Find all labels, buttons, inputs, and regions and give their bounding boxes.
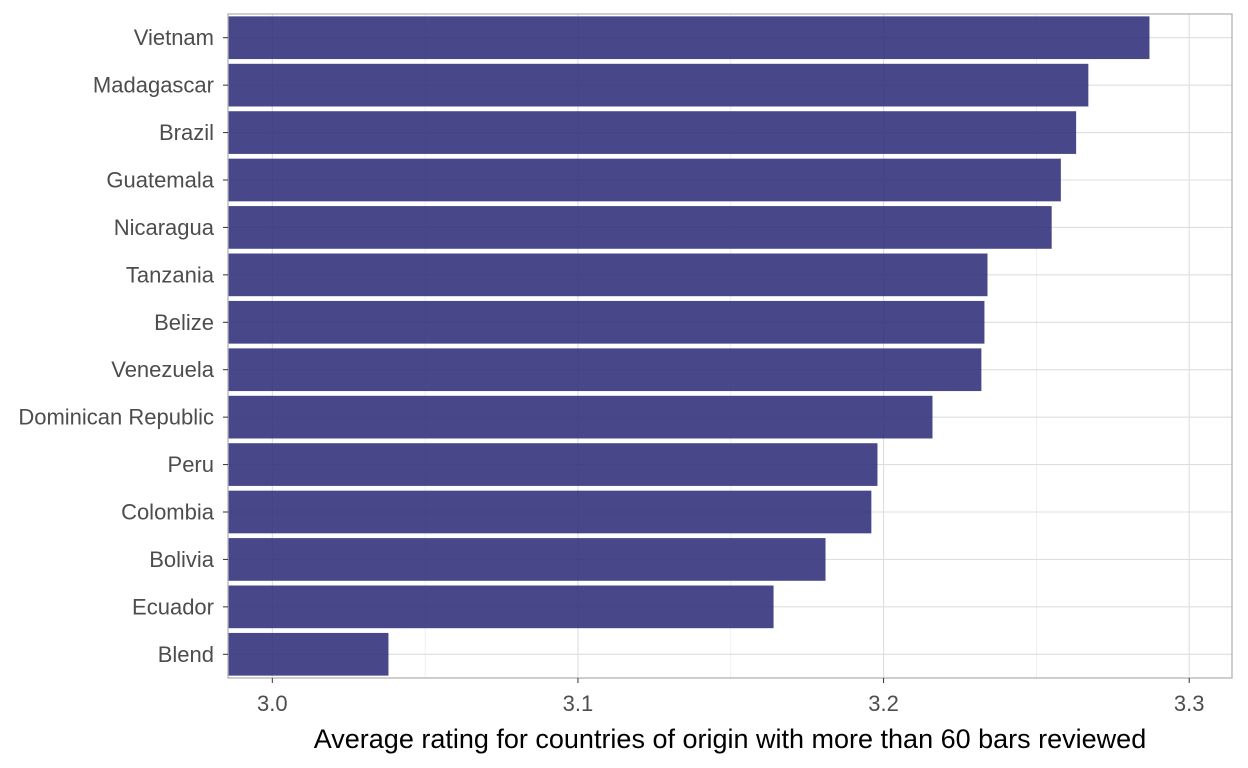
x-axis-ticks: 3.0 3.1 3.2 3.3 bbox=[257, 678, 1205, 716]
y-tick-label: Nicaragua bbox=[114, 215, 215, 240]
y-tick-label: Guatemala bbox=[106, 168, 214, 193]
y-tick-label: Bolivia bbox=[149, 547, 215, 572]
bar bbox=[228, 632, 389, 676]
y-axis-ticks: Vietnam Madagascar Brazil Guatemala Nicaragu… bbox=[18, 25, 228, 667]
bar bbox=[228, 158, 1061, 202]
x-tick-label: 3.2 bbox=[868, 691, 899, 716]
bar bbox=[228, 16, 1150, 60]
y-tick-label: Ecuador bbox=[132, 594, 214, 619]
bar bbox=[228, 206, 1052, 249]
y-tick-label: Dominican Republic bbox=[18, 405, 214, 430]
y-tick-label: Peru bbox=[168, 452, 214, 477]
y-tick-label: Tanzania bbox=[126, 262, 215, 287]
x-tick-label: 3.1 bbox=[563, 691, 594, 716]
bar bbox=[228, 253, 988, 297]
y-tick-label: Colombia bbox=[121, 500, 215, 525]
x-tick-label: 3.0 bbox=[257, 691, 288, 716]
bar bbox=[228, 538, 826, 581]
bars bbox=[228, 16, 1150, 676]
panel-border bbox=[227, 13, 1233, 679]
bar bbox=[228, 348, 982, 392]
bar bbox=[228, 300, 985, 344]
x-axis-title: Average rating for countries of origin w… bbox=[314, 724, 1146, 754]
y-tick-label: Brazil bbox=[159, 120, 214, 145]
bar bbox=[228, 111, 1077, 154]
y-tick-label: Venezuela bbox=[111, 357, 215, 382]
y-tick-label: Blend bbox=[158, 642, 214, 667]
bar bbox=[228, 63, 1089, 107]
y-tick-label: Vietnam bbox=[134, 25, 214, 50]
bar bbox=[228, 490, 872, 534]
bar bbox=[228, 443, 878, 486]
x-tick-label: 3.3 bbox=[1174, 691, 1205, 716]
y-tick-label: Belize bbox=[154, 310, 214, 335]
bar bbox=[228, 395, 933, 439]
bar bbox=[228, 585, 774, 629]
y-tick-label: Madagascar bbox=[93, 73, 214, 98]
